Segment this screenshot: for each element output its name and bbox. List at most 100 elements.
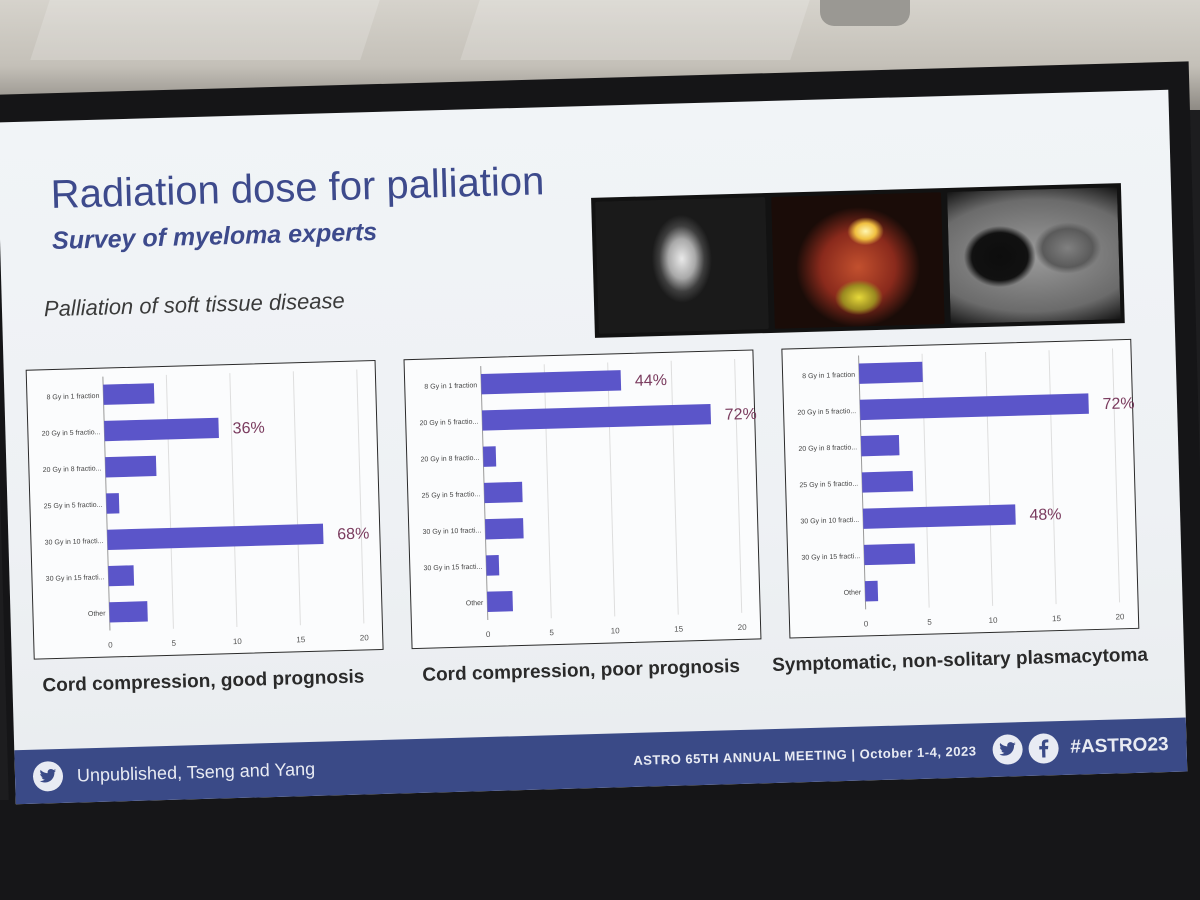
scan-images	[591, 183, 1125, 338]
x-tick-label: 0	[486, 630, 491, 639]
percent-annotation: 72%	[1102, 395, 1134, 413]
x-tick-label: 20	[1115, 612, 1125, 621]
bar	[861, 470, 914, 493]
gridline	[292, 371, 301, 626]
category-label: 20 Gy in 8 fractio...	[420, 455, 479, 464]
gridline	[734, 358, 743, 613]
percent-annotation: 72%	[725, 406, 757, 424]
facebook-icon[interactable]	[1028, 733, 1059, 764]
percent-annotation: 44%	[635, 372, 667, 390]
percent-annotation: 68%	[337, 526, 369, 544]
x-tick-label: 10	[988, 616, 998, 625]
bar	[487, 590, 513, 612]
source-note: Unpublished, Tseng and Yang	[76, 758, 316, 786]
bar	[109, 601, 148, 623]
bar-chart: 0 5 10 15 20 8 Gy in 1 fraction 20 Gy in 5 fra…	[42, 369, 370, 650]
bar-chart: 0 5 10 15 20 8 Gy in 1 fraction 20 Gy in 5 fra…	[797, 348, 1135, 628]
x-tick-label: 15	[674, 625, 684, 634]
bar	[859, 393, 1089, 421]
category-label: 8 Gy in 1 fraction	[46, 393, 99, 401]
chart-poor-prognosis: 0 5 10 15 20 8 Gy in 1 fraction 20 Gy in 5 fra…	[403, 349, 762, 650]
category-label: 20 Gy in 8 fractio...	[43, 465, 102, 474]
section-heading: Palliation of soft tissue disease	[43, 287, 346, 322]
slide-subtitle: Survey of myeloma experts	[51, 217, 378, 255]
x-tick-label: 20	[738, 623, 748, 632]
gridline	[921, 353, 930, 608]
bar	[104, 417, 219, 442]
bar	[105, 455, 157, 478]
category-label: 25 Gy in 5 fractio...	[421, 491, 480, 500]
chart-good-prognosis: 0 5 10 15 20 8 Gy in 1 fraction 20 Gy in 5 fra…	[25, 360, 384, 660]
gridline	[543, 364, 552, 619]
gridline	[985, 351, 994, 606]
category-label: 8 Gy in 1 fraction	[802, 372, 855, 380]
x-tick-label: 10	[611, 626, 621, 635]
category-label: 30 Gy in 15 fracti...	[424, 564, 483, 573]
x-tick-label: 0	[108, 640, 113, 649]
ceiling-panel	[460, 0, 810, 60]
gridline	[229, 373, 238, 627]
chart-plasmacytoma: 0 5 10 15 20 8 Gy in 1 fraction 20 Gy in 5 fra…	[781, 338, 1140, 639]
gridline	[607, 362, 616, 617]
presentation-slide: Radiation dose for palliation Survey of …	[0, 89, 1188, 805]
category-label: 20 Gy in 5 fractio...	[42, 429, 101, 438]
x-tick-label: 20	[360, 633, 370, 642]
x-tick-label: 10	[233, 637, 243, 646]
percent-annotation: 36%	[232, 420, 264, 438]
percent-annotation: 48%	[1029, 506, 1061, 524]
category-label: 20 Gy in 8 fractio...	[798, 444, 857, 453]
caption-plasmacytoma: Symptomatic, non-solitary plasmacytoma	[771, 644, 1149, 677]
twitter-icon[interactable]	[992, 734, 1023, 765]
gridline	[1111, 348, 1121, 603]
bar	[482, 446, 497, 467]
chest-ct-scan	[947, 187, 1121, 324]
gridline	[165, 374, 174, 629]
axial-mri-scan	[595, 197, 769, 334]
x-tick-label: 5	[549, 628, 554, 637]
x-tick-label: 5	[171, 639, 176, 648]
category-label: 25 Gy in 5 fractio...	[799, 481, 858, 490]
x-tick-label: 15	[296, 635, 306, 644]
x-tick-label: 15	[1052, 614, 1062, 623]
bar	[486, 555, 500, 576]
bar	[107, 523, 324, 551]
bar-chart: 0 5 10 15 20 8 Gy in 1 fraction 20 Gy in 5 fra…	[419, 358, 757, 639]
meeting-info: ASTRO 65TH ANNUAL MEETING | October 1-4,…	[633, 742, 977, 768]
caption-good-prognosis: Cord compression, good prognosis	[42, 666, 365, 697]
caption-poor-prognosis: Cord compression, poor prognosis	[422, 655, 741, 686]
room-floor	[0, 800, 1200, 900]
x-tick-label: 5	[927, 618, 932, 627]
bar	[860, 434, 900, 457]
bar	[103, 383, 155, 405]
gridline	[356, 369, 365, 624]
category-label: Other	[844, 589, 862, 597]
pet-ct-head-scan	[771, 192, 945, 329]
bar	[858, 361, 923, 384]
category-label: 20 Gy in 5 fractio...	[797, 408, 856, 417]
category-label: 30 Gy in 10 fracti...	[800, 517, 859, 526]
bar	[863, 543, 916, 566]
category-label: 30 Gy in 10 fracti...	[423, 527, 482, 536]
bar	[483, 481, 523, 504]
ceiling-panel	[30, 0, 380, 60]
category-label: 20 Gy in 5 fractio...	[419, 419, 478, 428]
x-tick-label: 0	[864, 619, 869, 628]
category-label: 30 Gy in 15 fracti...	[46, 574, 105, 583]
bar	[480, 370, 622, 395]
twitter-icon[interactable]	[32, 760, 64, 792]
ceiling-light	[820, 0, 910, 26]
bar	[481, 403, 712, 431]
category-label: 8 Gy in 1 fraction	[424, 382, 477, 390]
gridline	[1048, 350, 1057, 605]
category-label: 30 Gy in 15 fracti...	[801, 553, 860, 562]
slide-title: Radiation dose for palliation	[50, 159, 545, 218]
gridline	[670, 360, 679, 615]
conference-hashtag: #ASTRO23	[1070, 734, 1169, 758]
category-label: Other	[466, 600, 484, 608]
bar	[106, 493, 120, 514]
bar	[108, 565, 135, 587]
slide-footer: Unpublished, Tseng and Yang ASTRO 65TH A…	[14, 717, 1188, 805]
category-label: Other	[88, 610, 106, 618]
bar	[485, 518, 524, 540]
bar	[862, 504, 1016, 529]
